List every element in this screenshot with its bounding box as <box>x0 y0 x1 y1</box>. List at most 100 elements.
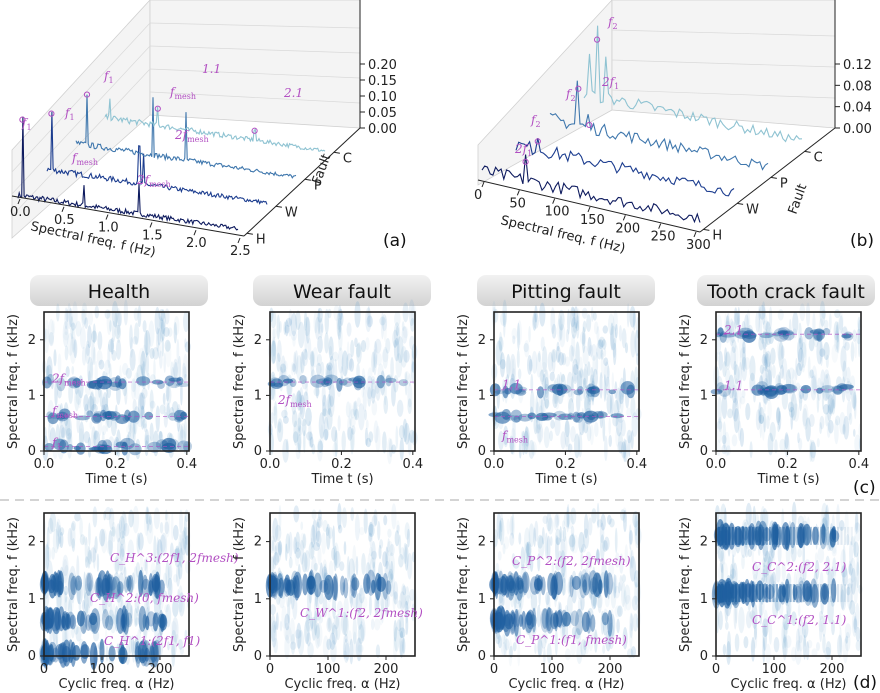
heatmap-texture <box>68 432 73 451</box>
heatmap-texture <box>79 326 86 350</box>
heatmap-band-0 <box>610 413 624 419</box>
heatmap-texture <box>745 527 749 549</box>
heatmap-texture <box>596 548 599 564</box>
heatmap-texture <box>363 508 368 534</box>
heatmap-texture <box>755 311 761 333</box>
heatmap-band <box>850 584 853 603</box>
heatmap-texture <box>387 550 391 567</box>
heatmap-texture <box>300 351 305 374</box>
heatmap-texture <box>76 555 80 583</box>
heatmap-texture <box>842 567 848 587</box>
heatmap-texture <box>580 547 583 570</box>
heatmap-texture <box>791 501 797 530</box>
heatmap-texture <box>553 514 560 531</box>
heatmap-texture <box>285 317 293 327</box>
heatmap-texture <box>717 543 722 559</box>
heatmap-texture <box>381 314 388 332</box>
heatmap-texture <box>371 399 378 416</box>
heatmap-texture <box>764 511 770 527</box>
heatmap-texture <box>320 424 324 452</box>
heatmap-texture <box>764 351 769 369</box>
heatmap-texture <box>297 425 303 436</box>
heatmap-texture <box>526 589 531 599</box>
heatmap-texture <box>59 531 64 549</box>
heatmap-texture <box>630 646 637 658</box>
heatmap-texture <box>322 394 327 417</box>
heatmap-texture <box>346 341 350 361</box>
heatmap-texture <box>582 320 587 333</box>
heatmap-texture <box>853 576 858 605</box>
panel-a-annotation: fmesh <box>169 85 196 101</box>
heatmap-texture <box>603 348 607 357</box>
heatmap-texture <box>396 520 400 533</box>
heatmap-texture <box>394 311 401 327</box>
heatmap-band-0 <box>149 641 158 663</box>
heatmap-texture <box>159 315 163 330</box>
heatmap-texture <box>721 394 728 419</box>
heatmap-texture <box>596 326 600 342</box>
x-axis-label: Cyclic freq. α (Hz) <box>284 677 400 692</box>
heatmap-texture <box>316 353 323 367</box>
heatmap-texture <box>349 417 356 428</box>
heatmap-texture <box>550 307 556 335</box>
heatmap-texture <box>590 344 597 361</box>
y-tick-label: 2 <box>700 535 708 550</box>
heatmap-texture <box>815 559 820 580</box>
heatmap-texture <box>84 536 88 563</box>
heatmap-texture <box>322 519 328 532</box>
heatmap-texture <box>778 371 781 389</box>
heatmap-texture <box>581 568 588 588</box>
heatmap-texture <box>544 532 548 559</box>
heatmap-texture <box>271 539 275 552</box>
heatmap-texture <box>583 420 589 434</box>
heatmap-texture <box>604 361 610 388</box>
heatmap-texture <box>119 530 126 546</box>
heatmap-texture <box>120 592 124 609</box>
heatmap-texture <box>140 405 145 430</box>
heatmap-texture <box>276 418 284 443</box>
heatmap-texture <box>846 366 851 384</box>
heatmap-texture <box>113 557 121 573</box>
heatmap-texture <box>762 330 767 350</box>
heatmap-texture <box>70 322 76 331</box>
heatmap-texture <box>573 372 577 382</box>
heatmap-texture <box>294 546 300 567</box>
heatmap-band-0 <box>349 575 356 597</box>
panel-b-label: (b) <box>850 231 874 251</box>
heatmap-texture <box>788 406 795 418</box>
heatmap-texture <box>120 536 126 558</box>
heatmap-texture <box>185 536 189 555</box>
heatmap-texture <box>163 411 168 428</box>
heatmap-texture <box>583 513 589 539</box>
heatmap-texture <box>819 348 826 357</box>
heatmap-texture <box>620 509 626 521</box>
heatmap-band-1 <box>517 579 524 594</box>
heatmap-texture <box>407 383 413 408</box>
heatmap-band-1 <box>90 608 101 634</box>
heatmap-texture <box>730 346 737 370</box>
heatmap-texture <box>396 399 404 417</box>
y-axis-label: Spectral freq. f (kHz) <box>232 314 247 449</box>
heatmap-texture <box>343 541 347 555</box>
heatmap-texture <box>554 629 558 656</box>
heatmap-texture <box>387 594 390 608</box>
heatmap-texture <box>284 324 290 334</box>
heatmap-texture <box>536 423 544 443</box>
heatmap-texture <box>497 635 503 649</box>
heatmap-texture <box>328 382 335 407</box>
heatmap-band-0 <box>351 573 358 599</box>
heatmap-texture <box>851 611 858 637</box>
heatmap-texture <box>58 524 62 545</box>
heatmap-texture <box>630 549 634 569</box>
b-ticks-fault-tick-label: C <box>814 150 823 165</box>
heatmap-texture <box>87 395 94 418</box>
heatmap-texture <box>753 627 758 649</box>
heatmap-texture <box>112 603 116 626</box>
heatmap-texture <box>324 332 329 354</box>
heatmap-texture <box>142 418 147 429</box>
heatmap-texture <box>546 512 552 532</box>
heatmap-texture <box>342 614 349 637</box>
plot-frame <box>493 512 640 657</box>
heatmap-texture <box>767 331 774 345</box>
